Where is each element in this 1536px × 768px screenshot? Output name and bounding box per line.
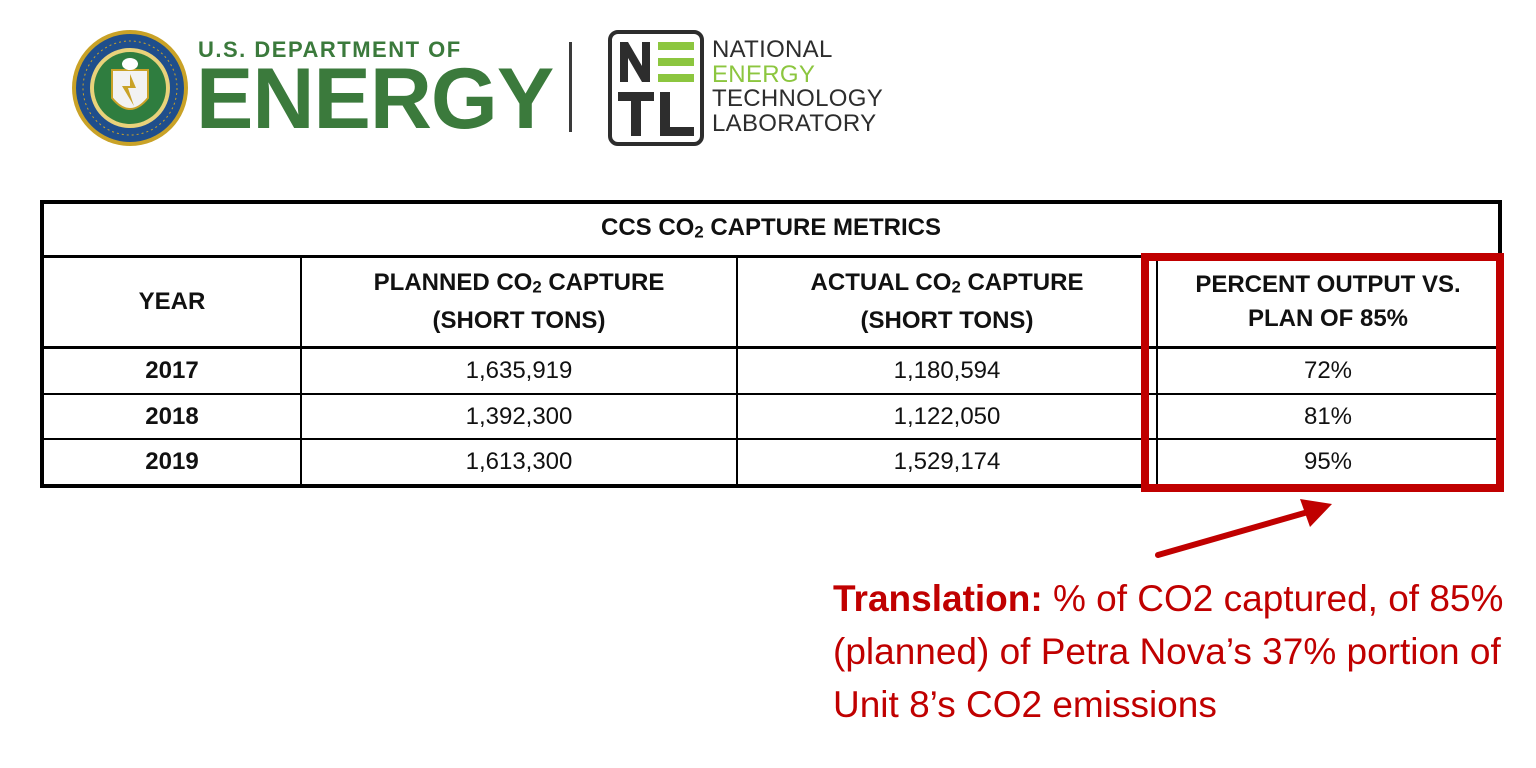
column-divider [1156,256,1158,484]
row-2017-actual: 1,180,594 [893,357,1001,384]
netl-line-national: NATIONAL [712,36,833,63]
row-2019-percent: 95% [1303,448,1353,475]
doe-energy-wordmark: ENERGY [196,51,554,147]
column-header-year: YEAR [138,288,206,315]
percent-column-highlight [1141,253,1504,492]
logo-divider [569,42,572,132]
netl-line-technology: TECHNOLOGY [712,85,884,112]
row-2018-actual: 1,122,050 [893,402,1001,430]
row-2019-year: 2019 [145,448,199,475]
table-title: CCS CO2 CAPTURE METRICS [600,213,942,242]
column-divider [736,256,738,484]
translation-label: Translation: [833,578,1043,619]
column-header-percent: PERCENT OUTPUT VS. PLAN OF 85% [1195,271,1461,332]
doe-seal-logo [72,30,188,146]
header-divider [44,346,1498,349]
netl-letter-logo [608,30,704,146]
row-2017-percent: 72% [1303,357,1353,384]
column-header-planned: PLANNED CO2 CAPTURE (SHORT TONS) [373,268,665,335]
translation-text: % of CO2 captured, of 85% (planned) of P… [833,578,1504,725]
row-2017-year: 2017 [145,357,199,384]
netl-wordmark: NATIONAL ENERGY TECHNOLOGY LABORATORY [712,38,883,136]
doe-agency-line: U.S. DEPARTMENT OF [198,37,462,62]
netl-line-energy: ENERGY [712,60,816,88]
row-divider [44,438,1498,440]
column-header-actual: ACTUAL CO2 CAPTURE (SHORT TONS) [810,268,1084,335]
row-2017-planned: 1,635,919 [465,357,573,384]
title-divider [44,255,1498,258]
row-2018-year: 2018 [145,402,199,430]
callout-arrow-icon [1155,499,1332,558]
row-2018-planned: 1,392,300 [465,402,573,430]
row-divider [44,393,1498,395]
capture-metrics-table: CCS CO2 CAPTURE METRICS YEAR PLANNED CO2… [40,200,1502,488]
translation-callout: Translation: % of CO2 captured, of 85% (… [833,572,1513,731]
netl-line-laboratory: LABORATORY [712,109,877,137]
row-2018-percent: 81% [1303,402,1353,430]
row-2019-planned: 1,613,300 [465,448,573,475]
column-divider [300,256,302,484]
row-2019-actual: 1,529,174 [893,448,1001,475]
